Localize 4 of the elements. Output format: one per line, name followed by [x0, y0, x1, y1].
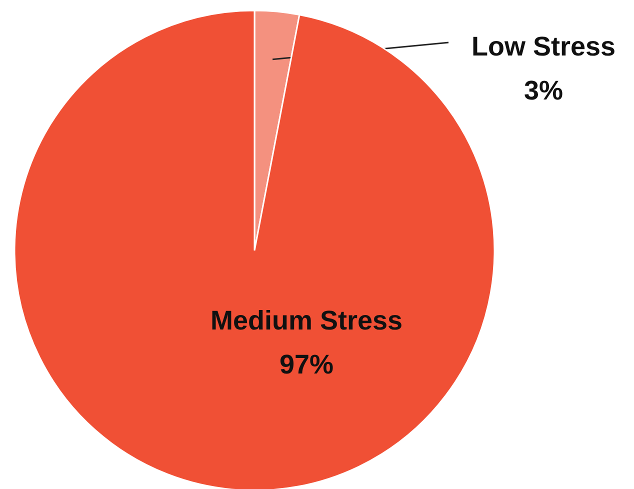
data-label: 97% — [279, 350, 334, 380]
data-label: 3% — [524, 76, 564, 106]
slice-label: Medium Stress — [210, 306, 403, 336]
slice-label: Low Stress — [471, 32, 616, 62]
